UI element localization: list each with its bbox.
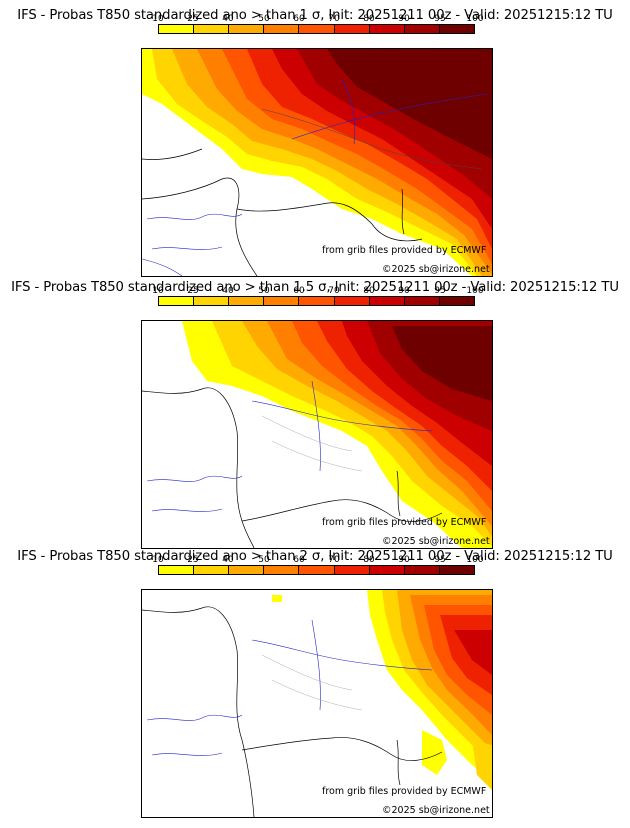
probability-field: [392, 326, 492, 401]
probability-map-1: from grib files provided by ECMWF ©2025 …: [141, 48, 493, 277]
colorbar: [158, 565, 475, 575]
colorbar-swatch: [159, 566, 195, 574]
colorbar: [158, 24, 475, 34]
colorbar-swatch: [334, 297, 370, 305]
colorbar-swatch: [264, 297, 300, 305]
colorbar-swatch: [264, 25, 300, 33]
colorbar-swatch: [439, 25, 474, 33]
colorbar-swatch: [404, 297, 440, 305]
probability-field: [422, 730, 447, 775]
probability-map-3: from grib files provided by ECMWF ©2025 …: [141, 589, 493, 818]
tick-label: 80: [363, 286, 375, 296]
colorbar-swatch: [369, 25, 405, 33]
probability-field: [272, 595, 282, 602]
colorbar-swatch: [159, 25, 195, 33]
tick-label: 90: [398, 286, 410, 296]
panel-title: IFS - Probas T850 standardized ano > tha…: [17, 8, 613, 23]
colorbar-swatch: [194, 566, 230, 574]
colorbar: [158, 296, 475, 306]
tick-label: 95: [434, 14, 446, 24]
tick-label: 95: [434, 286, 446, 296]
colorbar-ticks: 10 25 40 50 60 70 80 90 95 100: [152, 14, 483, 24]
colorbar-swatch: [404, 25, 440, 33]
forecast-panel-3: IFS - Probas T850 standardized ano > tha…: [0, 541, 630, 818]
tick-label: 100: [466, 14, 484, 24]
tick-label: 25: [187, 286, 199, 296]
map-graphic: [142, 321, 492, 548]
credit-source: from grib files provided by ECMWF: [322, 245, 487, 256]
forecast-panel-2: IFS - Probas T850 standardized ano > tha…: [0, 272, 630, 549]
tick-label: 70: [328, 14, 340, 24]
map-graphic: [142, 49, 492, 276]
colorbar-swatch: [194, 297, 230, 305]
tick-label: 50: [258, 14, 270, 24]
colorbar-swatch: [229, 297, 265, 305]
tick-label: 25: [187, 555, 199, 565]
panel-title: IFS - Probas T850 standardized ano > tha…: [11, 280, 619, 295]
probability-field: [327, 49, 492, 159]
tick-label: 80: [363, 555, 375, 565]
colorbar-swatch: [334, 25, 370, 33]
tick-label: 40: [222, 555, 234, 565]
tick-label: 100: [466, 555, 484, 565]
map-graphic: [142, 590, 492, 817]
tick-label: 90: [398, 555, 410, 565]
tick-label: 50: [258, 286, 270, 296]
tick-label: 40: [222, 286, 234, 296]
tick-label: 60: [293, 14, 305, 24]
probability-map-2: from grib files provided by ECMWF ©2025 …: [141, 320, 493, 549]
colorbar-ticks: 10 25 40 50 60 70 80 90 95 100: [152, 286, 483, 296]
colorbar-swatch: [299, 25, 335, 33]
colorbar-swatch: [369, 566, 405, 574]
colorbar-swatch: [159, 297, 195, 305]
tick-label: 10: [152, 14, 164, 24]
colorbar-swatch: [439, 566, 474, 574]
tick-label: 95: [434, 555, 446, 565]
tick-label: 100: [466, 286, 484, 296]
panel-title: IFS - Probas T850 standardized ano > tha…: [17, 549, 613, 564]
colorbar-swatch: [299, 297, 335, 305]
colorbar-swatch: [229, 566, 265, 574]
colorbar-swatch: [299, 566, 335, 574]
colorbar-swatch: [229, 25, 265, 33]
colorbar-swatch: [264, 566, 300, 574]
credit-source: from grib files provided by ECMWF: [322, 786, 487, 797]
tick-label: 80: [363, 14, 375, 24]
colorbar-swatch: [334, 566, 370, 574]
tick-label: 90: [398, 14, 410, 24]
colorbar-swatch: [369, 297, 405, 305]
probability-field: [454, 630, 492, 675]
tick-label: 25: [187, 14, 199, 24]
probability-field: [472, 740, 492, 790]
tick-label: 60: [293, 555, 305, 565]
colorbar-swatch: [439, 297, 474, 305]
tick-label: 70: [328, 555, 340, 565]
colorbar-swatch: [404, 566, 440, 574]
forecast-panel-1: IFS - Probas T850 standardized ano > tha…: [0, 0, 630, 277]
credit-copyright: ©2025 sb@irizone.net: [382, 264, 490, 275]
tick-label: 10: [152, 286, 164, 296]
credit-source: from grib files provided by ECMWF: [322, 517, 487, 528]
credit-copyright: ©2025 sb@irizone.net: [382, 536, 490, 547]
tick-label: 60: [293, 286, 305, 296]
colorbar-swatch: [194, 25, 230, 33]
colorbar-ticks: 10 25 40 50 60 70 80 90 95 100: [152, 555, 483, 565]
tick-label: 50: [258, 555, 270, 565]
tick-label: 70: [328, 286, 340, 296]
tick-label: 10: [152, 555, 164, 565]
tick-label: 40: [222, 14, 234, 24]
credit-copyright: ©2025 sb@irizone.net: [382, 805, 490, 816]
